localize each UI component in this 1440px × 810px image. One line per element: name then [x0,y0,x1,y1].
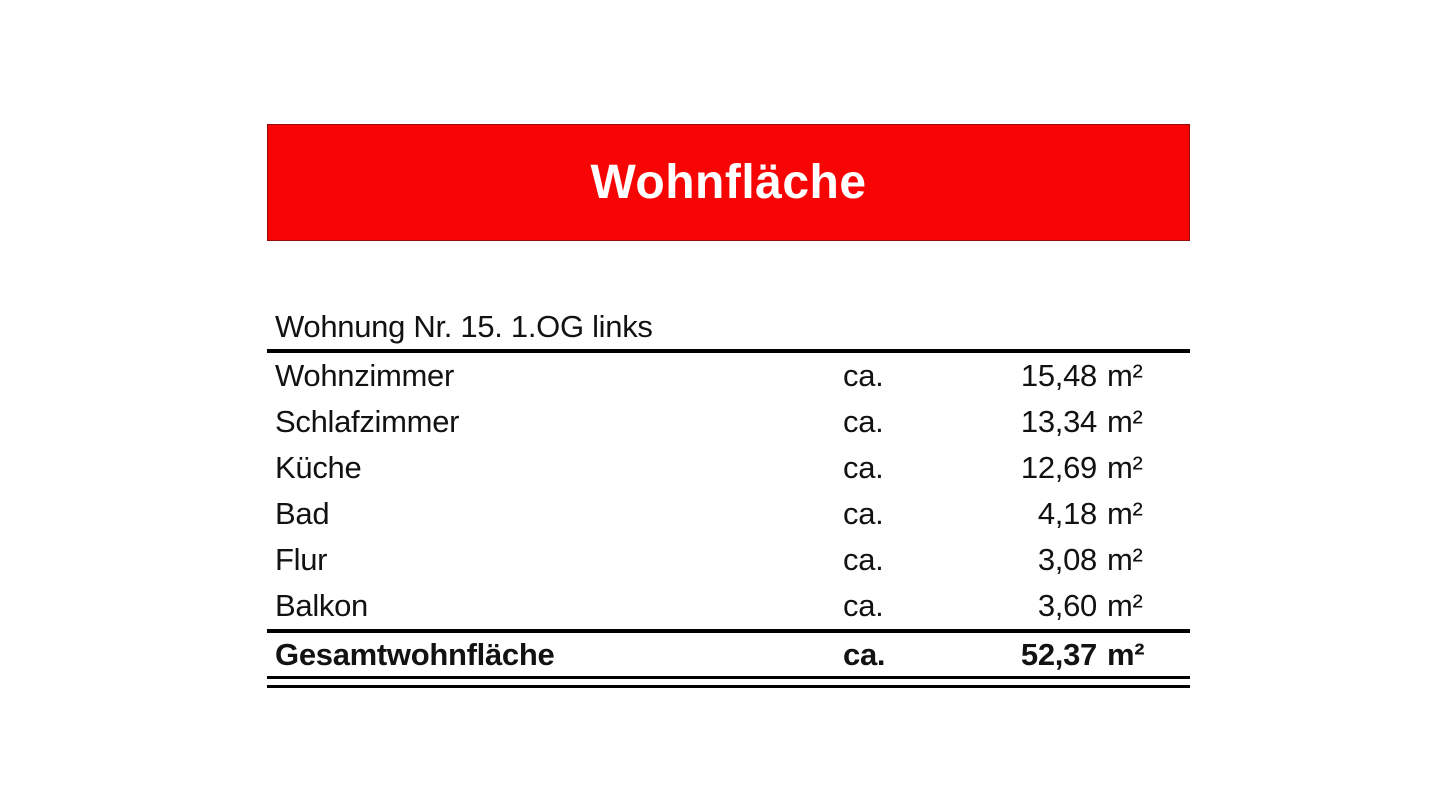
bottom-double-rule [267,676,1190,688]
room-label: Bad [275,496,330,531]
room-label: Balkon [275,588,368,623]
title-banner: Wohnfläche [267,124,1190,241]
table-row: Schlafzimmer ca. 13,34 m² [267,399,1190,445]
total-row: Gesamtwohnfläche ca. 52,37 m² [267,633,1190,676]
page-title: Wohnfläche [590,156,867,209]
living-area-table: Wohnung Nr. 15. 1.OG links Wohnzimmer ca… [267,305,1190,688]
table-row: Wohnzimmer ca. 15,48 m² [267,353,1190,399]
approx-label: ca. [843,542,884,577]
total-area-unit: m² [1107,636,1145,672]
table-row: Flur ca. 3,08 m² [267,537,1190,583]
area-unit: m² [1107,404,1143,439]
area-unit: m² [1107,588,1143,623]
room-label: Flur [275,542,328,577]
total-approx-label: ca. [843,636,886,672]
area-unit: m² [1107,542,1143,577]
total-area-value: 52,37 [1020,636,1097,672]
area-unit: m² [1107,496,1143,531]
approx-label: ca. [843,496,884,531]
approx-label: ca. [843,358,884,393]
table-row: Bad ca. 4,18 m² [267,491,1190,537]
area-value: 4,18 [1037,496,1097,531]
room-label: Wohnzimmer [275,358,455,393]
approx-label: ca. [843,404,884,439]
area-value: 13,34 [1020,404,1097,439]
area-value: 3,08 [1037,542,1097,577]
total-rule [267,629,1190,633]
table-header-apartment: Wohnung Nr. 15. 1.OG links [275,309,653,344]
approx-label: ca. [843,588,884,623]
table-row: Balkon ca. 3,60 m² [267,583,1190,629]
table-row: Küche ca. 12,69 m² [267,445,1190,491]
area-unit: m² [1107,358,1143,393]
room-label: Küche [275,450,362,485]
area-value: 15,48 [1020,358,1097,393]
room-label: Schlafzimmer [275,404,460,439]
approx-label: ca. [843,450,884,485]
total-label: Gesamtwohnfläche [275,636,555,672]
header-rule [267,349,1190,353]
area-unit: m² [1107,450,1143,485]
area-value: 12,69 [1020,450,1097,485]
area-value: 3,60 [1037,588,1097,623]
